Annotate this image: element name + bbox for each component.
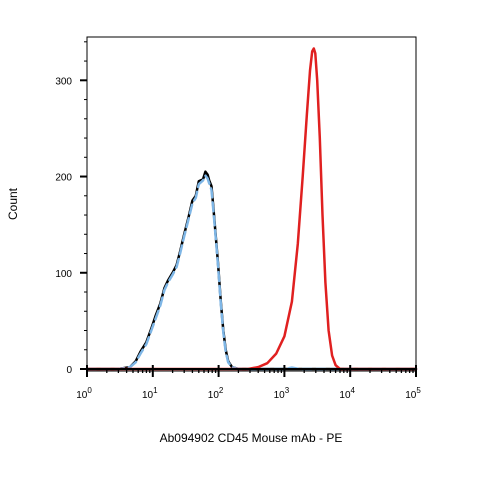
series-layer <box>85 47 418 371</box>
x-tick-exponent: 0 <box>87 386 92 395</box>
x-tick-exponent: 1 <box>153 386 158 395</box>
x-tick-label: 102 <box>208 386 224 401</box>
x-tick-exponent: 5 <box>416 386 421 395</box>
x-tick-label: 105 <box>405 386 421 401</box>
x-tick-label: 101 <box>142 386 158 401</box>
x-axis-title: Ab094902 CD45 Mouse mAb - PE <box>160 431 343 445</box>
y-tick-label: 0 <box>66 365 72 376</box>
series-line-1 <box>85 170 418 371</box>
series-line-2 <box>85 174 418 371</box>
y-tick-label: 100 <box>55 269 72 280</box>
x-tick-label: 103 <box>274 386 290 401</box>
y-tick-label: 300 <box>55 76 72 87</box>
x-tick-label: 100 <box>76 386 92 401</box>
y-axis-title: Count <box>6 187 20 220</box>
x-tick-exponent: 2 <box>219 386 224 395</box>
x-tick-exponent: 3 <box>285 386 290 395</box>
x-tick-label: 104 <box>339 386 355 401</box>
series-line-3 <box>85 47 418 371</box>
x-tick-exponent: 4 <box>351 386 356 395</box>
plot-frame <box>86 36 417 372</box>
y-tick-label: 200 <box>55 173 72 184</box>
